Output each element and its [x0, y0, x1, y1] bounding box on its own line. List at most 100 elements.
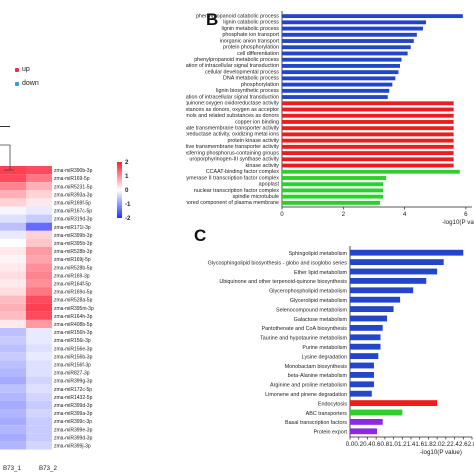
heatmap-cell — [26, 344, 52, 353]
heatmap-row-label: zma-miR156e-3p — [54, 346, 93, 352]
heatmap-row-label: zma-miR169o-5p — [54, 290, 93, 296]
bar-category-label: phenylpropanoid catabolic process — [196, 13, 279, 19]
heatmap-cell — [26, 271, 52, 280]
heatmap-row-label: zma-miR156f-3p — [54, 363, 91, 369]
heatmap-cell — [0, 433, 26, 442]
bar — [350, 428, 378, 435]
bar — [350, 259, 444, 266]
heatmap-row-label: zma-miR528b-5p — [54, 265, 93, 271]
bar — [350, 371, 374, 378]
legend-up: up — [15, 66, 30, 73]
heatmap-cell — [26, 441, 52, 450]
bar-category-label: Basal transcription factors — [285, 420, 347, 426]
bar-category-label: lignin metabolic process — [221, 26, 279, 32]
heatmap-scale-tick: 2 — [125, 159, 129, 166]
heatmap-row-label: zma-miR156h-3p — [54, 330, 93, 336]
bar — [350, 287, 414, 294]
heatmap-cell — [26, 214, 52, 223]
heatmap-cell — [0, 230, 26, 239]
bar-category-label: oxidoreductase activity, oxidizing metal… — [186, 132, 279, 138]
heatmap-row-label: zma-miR171l-3p — [54, 225, 91, 231]
bar-category-label: Glycerolipid metabolism — [290, 298, 348, 304]
heatmap-row-label: zma-miR399c-3p — [54, 419, 92, 425]
panel-letter-c: C — [194, 226, 207, 245]
bar — [282, 120, 454, 124]
bar — [282, 70, 399, 75]
bar-category-label: Monobactam biosynthesis — [285, 364, 348, 370]
heatmap-cell — [26, 222, 52, 231]
bar-category-label: anchored component of plasma membrane — [186, 200, 279, 206]
heatmap-cell — [0, 368, 26, 377]
heatmap-cell — [26, 409, 52, 418]
bar — [282, 45, 411, 50]
heatmap-row-label: zma-miR827-3p — [54, 371, 90, 377]
heatmap-column-label: B73_2 — [39, 465, 57, 472]
x-tick-label: 1.2 — [398, 441, 407, 448]
bar — [282, 76, 396, 81]
heatmap-cell — [26, 206, 52, 215]
heatmap-column-label: B73_1 — [3, 465, 21, 472]
bar — [282, 57, 402, 62]
bar — [282, 169, 460, 174]
heatmap-row-label: zma-miR399j-3p — [54, 444, 91, 450]
heatmap-row-label: zma-miR395b-3p — [54, 241, 93, 247]
heatmap-cell — [0, 247, 26, 256]
x-axis-title: -log10(P va — [442, 219, 474, 226]
bar — [282, 176, 387, 180]
x-tick-label: 4 — [403, 211, 407, 218]
heatmap-cell — [26, 417, 52, 426]
bar — [350, 268, 438, 275]
heatmap-row-label: zma-miR399b-3p — [54, 233, 93, 239]
bar — [282, 32, 417, 37]
heatmap-scale-tick: -1 — [125, 201, 131, 208]
bar-category-label: oxidoreductase activity, acting on diphe… — [186, 107, 279, 113]
heatmap-cell — [26, 311, 52, 320]
x-tick-label: 2.0 — [433, 441, 442, 448]
bar — [282, 126, 454, 131]
bar — [282, 107, 454, 112]
bar-category-label: cellular developmental process — [205, 69, 279, 75]
heatmap-dendrogram — [0, 144, 14, 171]
bar — [282, 14, 463, 19]
bar-category-label: apoplast — [259, 182, 280, 188]
bar-category-label: protein kinase activity — [227, 138, 279, 144]
heatmap-cell — [26, 376, 52, 385]
bar-category-label: Glycerophospholipid metabolism — [269, 289, 347, 295]
heatmap-cell — [26, 425, 52, 434]
heatmap-scale-tick: 1 — [125, 173, 129, 180]
bar — [282, 132, 454, 137]
heatmap-cell — [0, 425, 26, 434]
heatmap-cell — [26, 303, 52, 312]
heatmap-cell — [0, 198, 26, 207]
heatmap-cell — [0, 214, 26, 223]
bar-category-label: ABC transporters — [306, 411, 348, 417]
heatmap-chart: zma-miR390b-3p zma-miR169-5p zma-miR5231-5… — [0, 144, 131, 472]
bar — [350, 296, 401, 303]
bar-category-label: lignin catabolic process — [223, 20, 279, 26]
x-tick-label: 0.8 — [381, 441, 390, 448]
go-enrichment-chart: phenylpropanoid catabolic processlignin … — [186, 11, 474, 226]
heatmap-row-label: zma-miR172c-5p — [54, 387, 92, 393]
heatmap-cell — [0, 328, 26, 337]
heatmap-row-label: zma-miR169-3p — [54, 273, 90, 279]
bar — [282, 88, 390, 93]
x-tick-label: 2.2 — [442, 441, 451, 448]
heatmap-row-label: zma-miR169f-5p — [54, 201, 91, 207]
bar-category-label: beta-Alanine metabolism — [288, 373, 348, 379]
heatmap-row-label: zma-miR156i-3p — [54, 338, 91, 344]
bar-category-label: Endocytosis — [318, 401, 347, 407]
legend-up-swatch — [15, 67, 19, 72]
bar-category-label: Galactose metabolism — [294, 317, 348, 323]
bar-category-label: lignin biosynthetic process — [216, 88, 279, 94]
x-tick-label: 6 — [464, 211, 468, 218]
heatmap-row-label: zma-miR408b-5p — [54, 322, 93, 328]
heatmap-cell — [0, 392, 26, 401]
bar — [350, 362, 374, 369]
heatmap-cell — [0, 271, 26, 280]
heatmap-cell — [0, 182, 26, 191]
bar — [350, 353, 379, 360]
heatmap-cell — [0, 441, 26, 450]
x-tick-label: 2.4 — [450, 441, 459, 448]
heatmap-cell — [26, 247, 52, 256]
heatmap-row-label: zma-miR319d-3p — [54, 217, 93, 223]
